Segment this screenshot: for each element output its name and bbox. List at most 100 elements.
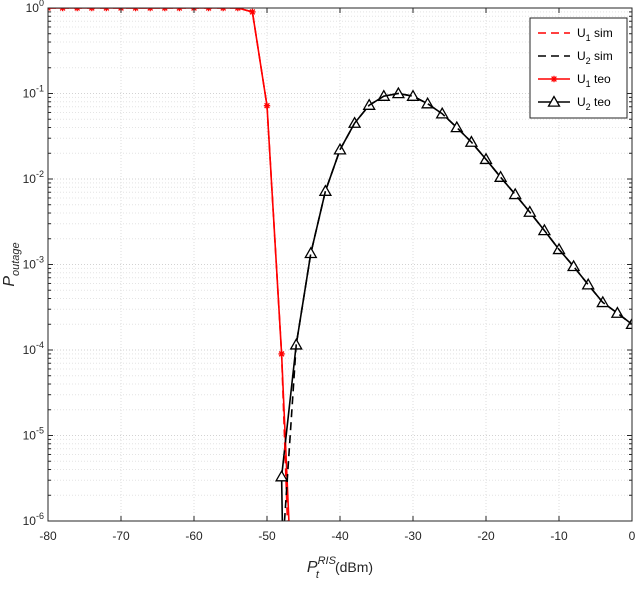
data-point <box>74 8 81 12</box>
legend-label-sub: 1 <box>586 33 591 43</box>
y-tick-label: 10-4 <box>23 340 44 357</box>
legend-label-main: U <box>577 26 586 40</box>
asterisk-stroke <box>120 8 124 11</box>
x-tick-label: -70 <box>112 529 130 543</box>
y-tick-label: 10-3 <box>23 255 44 272</box>
x-label-main: P <box>307 559 318 576</box>
asterisk-stroke <box>132 8 137 11</box>
y-tick-base: 10 <box>23 258 37 272</box>
asterisk-stroke <box>234 8 239 11</box>
y-tick-exponent: -6 <box>36 511 44 521</box>
asterisk-stroke <box>193 8 197 11</box>
legend-label-rest: sim <box>591 26 613 40</box>
data-point <box>59 8 66 12</box>
asterisk-stroke <box>74 8 79 11</box>
y-tick-exponent: -5 <box>36 426 44 436</box>
asterisk-stroke <box>103 8 108 11</box>
legend-label: U1 teo <box>577 72 611 89</box>
y-tick-label: 10-1 <box>23 84 44 101</box>
y-tick-base: 10 <box>23 87 37 101</box>
asterisk-stroke <box>249 9 256 15</box>
series-u2-sim <box>283 92 632 521</box>
data-point <box>103 8 110 12</box>
asterisk-stroke <box>149 8 154 11</box>
asterisk-stroke <box>90 8 95 11</box>
y-tick-label: 10-6 <box>23 511 44 528</box>
y-tick-label: 100 <box>26 0 44 15</box>
asterisk-stroke <box>220 8 225 11</box>
x-label-sup: RIS <box>318 555 337 567</box>
asterisk-stroke <box>222 8 227 11</box>
data-point <box>625 317 632 330</box>
x-label-sub: t <box>316 569 320 581</box>
data-point <box>318 184 333 196</box>
x-axis-label-text: PRIS t (dBm) <box>307 555 373 581</box>
legend-label-rest: sim <box>591 49 613 63</box>
series-line <box>48 8 290 521</box>
legend-entry: U2 teo <box>538 95 611 112</box>
asterisk-stroke <box>48 8 51 11</box>
x-tick-label: -20 <box>477 529 495 543</box>
legend-marker <box>547 95 561 107</box>
data-point <box>88 8 95 12</box>
y-tick-exponent: -3 <box>36 255 44 265</box>
y-axis-label: Poutage <box>1 242 22 286</box>
asterisk-stroke <box>59 8 64 11</box>
x-tick-label: -60 <box>185 529 203 543</box>
legend-label: U1 sim <box>577 26 613 43</box>
data-point <box>147 8 154 12</box>
y-tick-base: 10 <box>23 514 37 528</box>
data-point <box>48 8 52 12</box>
y-tick-exponent: -2 <box>36 169 44 179</box>
legend-label: U2 teo <box>577 95 611 112</box>
series-u1-teo <box>48 8 290 521</box>
data-point <box>234 8 241 12</box>
legend-entry: U1 teo <box>538 72 611 89</box>
data-point <box>161 8 168 12</box>
legend-label-rest: teo <box>591 72 611 86</box>
asterisk-stroke <box>147 8 152 11</box>
x-tick-label: -80 <box>39 529 57 543</box>
asterisk-stroke <box>205 8 210 11</box>
legend-label-sub: 2 <box>586 56 591 66</box>
x-tick-label: 0 <box>629 529 636 543</box>
y-tick-label: 10-2 <box>23 169 44 186</box>
legend-entry: U2 sim <box>538 49 613 66</box>
legend-label-main: U <box>577 95 586 109</box>
data-point <box>205 8 212 12</box>
x-tick-label: -40 <box>331 529 349 543</box>
x-label-unit: (dBm) <box>335 559 373 575</box>
data-point <box>493 170 508 182</box>
x-tick-label: -10 <box>550 529 568 543</box>
y-tick-base: 10 <box>23 172 37 186</box>
data-point <box>508 187 522 200</box>
legend-label: U2 sim <box>577 49 613 66</box>
asterisk-stroke <box>105 8 110 11</box>
y-tick-base: 10 <box>23 429 37 443</box>
data-point <box>132 8 139 12</box>
y-tick-base: 10 <box>23 343 37 357</box>
data-point <box>566 259 581 272</box>
y-tick-base: 10 <box>26 1 40 15</box>
axis-ticks: -80 -70 -60 -50 -40 -30 -20 -10 010010-110-210-3… <box>23 0 636 543</box>
y-axis-label-text: Poutage <box>1 242 22 286</box>
y-tick-exponent: -4 <box>36 340 44 350</box>
asterisk-stroke <box>61 8 66 11</box>
legend-marker <box>550 75 558 83</box>
series-line <box>283 92 632 521</box>
asterisk-stroke <box>191 8 195 11</box>
x-tick-label: -50 <box>258 529 276 543</box>
y-label-main: P <box>1 276 18 287</box>
y-label-sub: outage <box>10 242 22 276</box>
legend-label-main: U <box>577 49 586 63</box>
data-point <box>581 277 595 290</box>
asterisk-stroke <box>88 8 93 11</box>
asterisk-stroke <box>134 8 139 11</box>
series-layer <box>48 8 632 521</box>
legend-label-sub: 1 <box>586 79 591 89</box>
y-tick-label: 10-5 <box>23 426 44 443</box>
asterisk-stroke <box>76 8 81 11</box>
data-point <box>274 469 289 482</box>
asterisk-stroke <box>176 8 181 11</box>
